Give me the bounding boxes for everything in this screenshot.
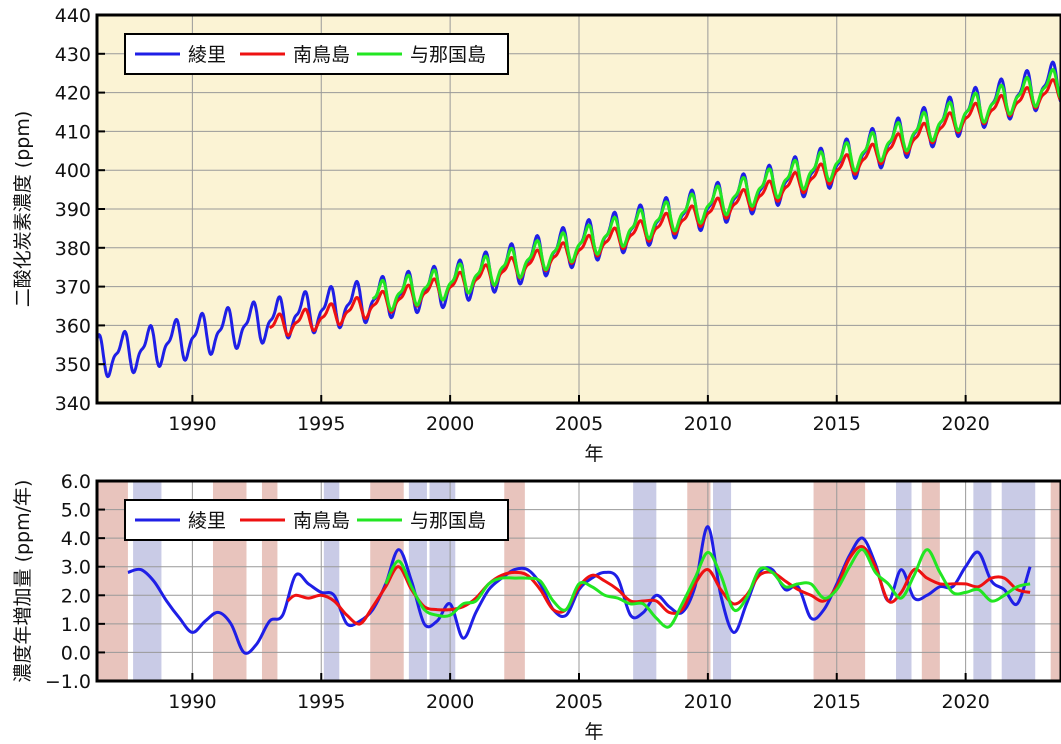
legend-label: 与那国島 (410, 510, 486, 532)
y-tick-label: 360 (55, 315, 91, 337)
el-nino-band (687, 481, 711, 681)
y-tick-label: 2.0 (61, 585, 91, 607)
el-nino-band (97, 481, 128, 681)
y-tick-label: 4.0 (61, 528, 91, 550)
y-tick-label: 350 (55, 354, 91, 376)
legend-label: 南鳥島 (293, 44, 350, 66)
legend-label: 綾里 (188, 44, 226, 66)
x-tick-label: 2015 (813, 691, 861, 713)
y-tick-label: 5.0 (61, 500, 91, 522)
y-tick-label: 440 (55, 5, 91, 27)
x-tick-label: 1995 (297, 413, 345, 435)
la-nina-band (973, 481, 992, 681)
series-line-南鳥島 (286, 545, 1031, 626)
y-tick-label: 6.0 (61, 471, 91, 493)
legend-box (124, 499, 509, 541)
x-tick-label: 2005 (555, 691, 603, 713)
x-tick-label: 2005 (555, 413, 603, 435)
x-tick-label: 1995 (297, 691, 345, 713)
y-tick-label: 0.0 (61, 642, 91, 664)
el-nino-band (1050, 481, 1061, 681)
x-tick-label: 2020 (941, 691, 989, 713)
y-tick-label: 420 (55, 83, 91, 105)
x-tick-label: 2010 (684, 413, 732, 435)
y-tick-label: 3.0 (61, 557, 91, 579)
y-axis-label: 二酸化炭素濃度 (ppm) (12, 111, 34, 308)
y-tick-label: 1.0 (61, 614, 91, 636)
y-axis-label: 濃度年増加量 (ppm/年) (12, 480, 34, 683)
y-tick-label: 400 (55, 160, 91, 182)
y-tick-label: −1.0 (45, 671, 91, 693)
co2-growth-rate-panel: 1990 1995 2000 2005 2010 2015 2020 −1.0 0.0 1.0 2.… (12, 471, 1061, 743)
la-nina-band (896, 481, 912, 681)
x-tick-label: 2015 (813, 413, 861, 435)
series-line-与那国島 (371, 68, 1061, 312)
y-tick-label: 380 (55, 238, 91, 260)
legend-box (124, 33, 509, 75)
series-lines (97, 60, 1061, 379)
y-tick-label: 390 (55, 199, 91, 221)
y-tick-label: 430 (55, 44, 91, 66)
x-tick-label: 1990 (168, 413, 216, 435)
x-axis-label: 年 (584, 721, 603, 743)
x-tick-label: 1990 (168, 691, 216, 713)
x-tick-label: 2000 (426, 413, 474, 435)
series-lines (127, 525, 1032, 655)
legend-label: 与那国島 (410, 44, 486, 66)
la-nina-band (633, 481, 657, 681)
legend: 綾里 南鳥島 与那国島 (124, 33, 509, 75)
series-line-与那国島 (384, 548, 1031, 629)
y-tick-label: 370 (55, 277, 91, 299)
y-tick-label: 410 (55, 121, 91, 143)
x-tick-label: 2010 (684, 691, 732, 713)
ticks: 1990 1995 2000 2005 2010 2015 2020 −1.0 0.0 1.0 2.… (45, 471, 990, 713)
el-nino-band (504, 481, 525, 681)
co2-concentration-panel: 1990 1995 2000 2005 2010 2015 2020 340 350 360 370… (12, 5, 1061, 465)
y-tick-label: 340 (55, 393, 91, 415)
legend-label: 南鳥島 (293, 510, 350, 532)
legend-label: 綾里 (188, 510, 226, 532)
legend: 綾里 南鳥島 与那国島 (124, 499, 509, 541)
ticks: 1990 1995 2000 2005 2010 2015 2020 340 350 360 370… (55, 5, 990, 435)
x-tick-label: 2000 (426, 691, 474, 713)
x-tick-label: 2020 (941, 413, 989, 435)
x-axis-label: 年 (584, 443, 603, 465)
